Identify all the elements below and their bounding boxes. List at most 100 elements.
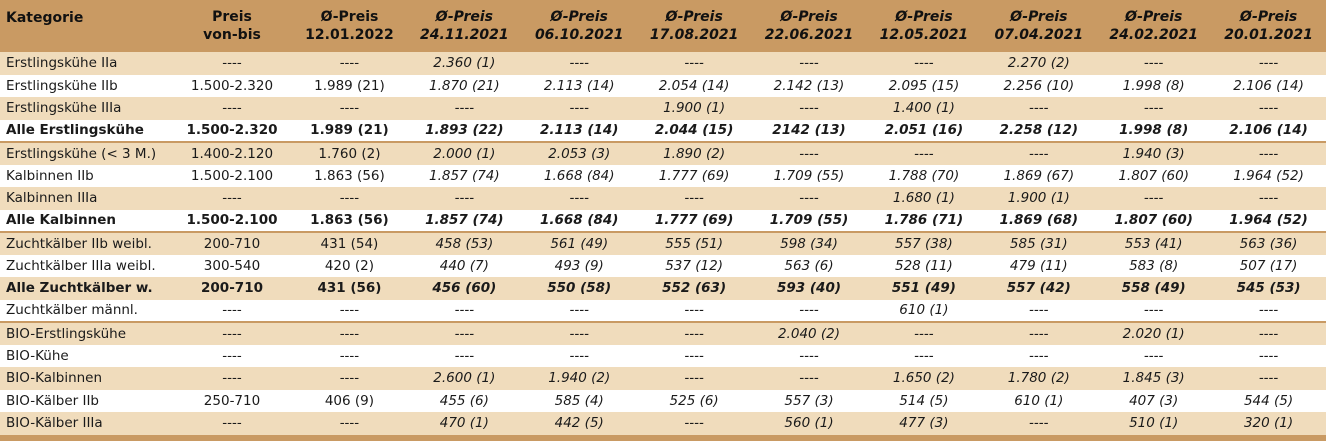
row-avg-price: 1.807 (60) (1096, 209, 1212, 233)
row-price-range: ---- (222, 100, 242, 117)
row-category: Zuchtkälber IIb weibl. (6, 235, 152, 252)
row-avg-price: 583 (8) (1129, 257, 1179, 274)
table-row: Zuchtkälber männl. ---- ---- ---- ---- ---- --… (0, 299, 1326, 323)
row-avg-price: 537 (12) (665, 257, 723, 274)
row-avg-price: 2.270 (2) (1007, 55, 1070, 72)
row-avg-price: ---- (1029, 415, 1049, 432)
header-label: Ø-Preis (665, 9, 723, 25)
row-avg-price: 1.940 (2) (548, 370, 611, 387)
row-avg-price: 1.989 (21) (292, 119, 407, 143)
row-avg-price: ---- (1258, 145, 1279, 162)
row-avg-price: ---- (1211, 299, 1326, 323)
row-avg-price: ---- (1029, 145, 1049, 162)
row-avg-price: 406 (9) (324, 392, 375, 409)
row-avg-price: ---- (1258, 55, 1279, 72)
row-avg-price: ---- (569, 55, 589, 72)
row-avg-price: ---- (914, 325, 934, 342)
row-category: Zuchtkälber männl. (0, 299, 172, 323)
row-avg-price: 431 (56) (317, 280, 382, 297)
row-avg-price: 514 (5) (899, 392, 949, 409)
row-avg-price: 551 (49) (891, 280, 956, 297)
row-avg-price: 2.258 (12) (981, 119, 1097, 143)
row-price-range: 1.400-2.120 (190, 145, 274, 162)
header-date: 07.04.2021 (994, 27, 1084, 43)
row-price-range: 250-710 (203, 392, 261, 409)
row-avg-price: ---- (799, 145, 819, 162)
row-avg-price: ---- (799, 347, 819, 364)
row-avg-price: 1.998 (8) (1096, 119, 1212, 143)
row-avg-price: ---- (914, 145, 934, 162)
row-avg-price: ---- (914, 55, 934, 72)
row-avg-price: ---- (684, 347, 704, 364)
row-category: Alle Kalbinnen (0, 209, 172, 233)
row-avg-price: 479 (11) (1009, 257, 1068, 274)
header-col: Ø-Preis 06.10.2021 (522, 0, 637, 52)
row-avg-price: 2.106 (14) (1233, 77, 1304, 94)
row-avg-price: ---- (1258, 347, 1279, 364)
row-avg-price: 550 (58) (547, 280, 612, 297)
row-avg-price: ---- (339, 370, 360, 387)
row-avg-price: 1.788 (70) (888, 167, 960, 184)
header-label: Ø-Preis (1125, 9, 1183, 25)
row-avg-price: 2.113 (14) (521, 119, 637, 143)
row-avg-price: 470 (1) (439, 415, 489, 432)
row-category: BIO-Kälber IIb (6, 392, 100, 409)
row-avg-price: ---- (751, 299, 867, 323)
row-category: Erstlingskühe IIIa (6, 100, 122, 117)
row-avg-price: 431 (54) (320, 235, 379, 252)
header-date: 24.02.2021 (1109, 27, 1198, 43)
row-avg-price: 555 (51) (665, 235, 723, 252)
row-avg-price: 493 (9) (554, 257, 604, 274)
row-avg-price: ---- (684, 415, 704, 432)
row-avg-price: ---- (799, 190, 819, 207)
row-avg-price: 1.863 (56) (292, 209, 407, 233)
table-row: Zuchtkälber IIb weibl. 200-710 431 (54) 458… (0, 232, 1326, 255)
table-row: BIO-Kälber IIb 250-710 406 (9) 455 (6) 585 (… (0, 389, 1326, 412)
row-avg-price: 563 (6) (784, 257, 834, 274)
row-avg-price: 440 (7) (439, 257, 489, 274)
row-avg-price: 2.051 (16) (866, 119, 982, 143)
header-date: 24.11.2021 (420, 27, 509, 43)
row-avg-price: ---- (339, 55, 360, 72)
row-category: BIO-Kalbinnen (6, 370, 103, 387)
row-avg-price: ---- (569, 190, 589, 207)
row-avg-price: 456 (60) (432, 280, 497, 297)
header-col: Preis von-bis (172, 0, 292, 52)
table-row: Erstlingskühe (< 3 M.) 1.400-2.120 1.760 (… (0, 142, 1326, 165)
row-avg-price: ---- (406, 299, 522, 323)
row-category: Erstlingskühe IIa (6, 55, 118, 72)
row-price-range: ---- (222, 347, 242, 364)
row-avg-price: 455 (6) (439, 392, 489, 409)
row-avg-price: ---- (799, 100, 819, 117)
header-col: Ø-Preis 12.05.2021 (866, 0, 981, 52)
row-price-range: ---- (222, 190, 242, 207)
row-avg-price: ---- (339, 347, 360, 364)
row-avg-price: ---- (636, 299, 752, 323)
table-row: Zuchtkälber IIIa weibl. 300-540 420 (2) 440… (0, 254, 1326, 277)
row-avg-price: ---- (1143, 190, 1164, 207)
row-avg-price: 407 (3) (1129, 392, 1179, 409)
header-col: Ø-Preis 22.06.2021 (752, 0, 867, 52)
row-price-range: 1.500-2.320 (172, 119, 292, 143)
row-avg-price: ---- (1258, 190, 1279, 207)
row-avg-price: 2.256 (10) (1003, 77, 1075, 94)
header-col: Ø-Preis 24.02.2021 (1096, 0, 1211, 52)
table-row: BIO-Erstlingskühe ---- ---- ---- ---- ---- 2.0… (0, 322, 1326, 345)
row-price-range: 1.500-2.100 (172, 209, 292, 233)
table-body: Erstlingskühe IIa ---- ---- 2.360 (1) ---- --… (0, 52, 1326, 435)
table-row: BIO-Kalbinnen ---- ---- 2.600 (1) 1.940 (2) -… (0, 367, 1326, 390)
row-price-range: ---- (222, 415, 242, 432)
row-avg-price: 2.600 (1) (433, 370, 496, 387)
row-avg-price: 1.400 (1) (892, 100, 955, 117)
row-avg-price: 507 (17) (1239, 257, 1298, 274)
row-avg-price: 2.040 (2) (777, 325, 841, 342)
row-avg-price: 2.000 (1) (433, 145, 496, 162)
row-avg-price: 1.900 (1) (663, 100, 726, 117)
row-category: BIO-Kühe (6, 347, 69, 364)
row-avg-price: 585 (4) (554, 392, 604, 409)
row-avg-price: 1.709 (55) (751, 209, 867, 233)
row-avg-price: ---- (454, 325, 475, 342)
row-price-range: ---- (222, 325, 242, 342)
row-avg-price: 2.113 (14) (543, 77, 615, 94)
